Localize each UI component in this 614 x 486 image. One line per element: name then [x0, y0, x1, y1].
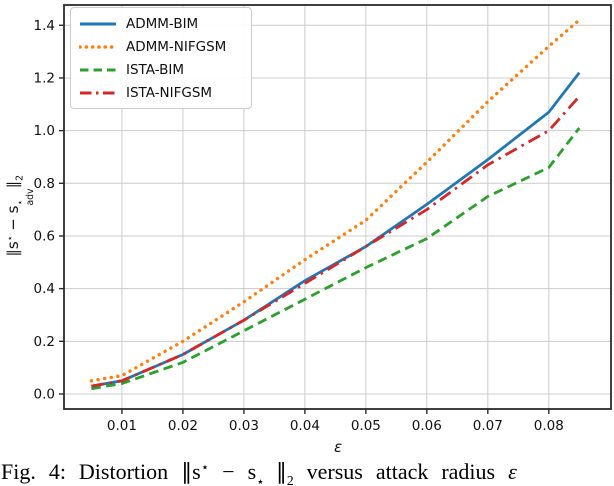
caption-star2: ⋆: [256, 473, 265, 486]
chart-legend: ADMM-BIM ADMM-NIFGSM ISTA-BIM ISTA-NIFGS…: [70, 7, 252, 109]
caption-fig-label: Fig. 4: Distortion: [1, 459, 182, 484]
y-tick-label: 1.4: [34, 18, 55, 34]
legend-label: ADMM-NIFGSM: [126, 39, 227, 55]
x-axis-label: ε: [0, 438, 614, 456]
caption-sub-2: 2: [286, 473, 294, 486]
legend-label: ADMM-BIM: [126, 16, 199, 32]
legend-line-sample-solid: [80, 22, 116, 26]
ylabel-supsub-stack: ⋆ adv: [15, 188, 37, 206]
legend-entry-admm-nifgsm: ADMM-NIFGSM: [79, 38, 241, 56]
caption-norm-close: ∥: [275, 459, 287, 484]
legend-entry-ista-nifgsm: ISTA-NIFGSM: [79, 84, 241, 102]
y-tick-label: 1.2: [34, 70, 55, 86]
caption-norm-open: ∥s: [181, 459, 201, 484]
ylabel-sub-2: 2: [14, 175, 26, 181]
caption-epsilon: ε: [508, 459, 517, 484]
caption-tail: versus attack radius: [293, 459, 509, 484]
x-tick-label: 0.02: [168, 418, 198, 434]
ylabel-minus-s: − s: [4, 205, 23, 236]
caption-star: ⋆: [200, 459, 210, 475]
ylabel-sub-adv: adv: [25, 188, 37, 206]
plot-spines: [63, 4, 612, 410]
ylabel-star: ⋆: [5, 235, 17, 242]
y-tick-label: 0.6: [34, 228, 55, 244]
x-tick-label: 0.04: [290, 418, 320, 434]
figure-caption: Fig. 4: Distortion ∥s⋆ − s⋆adv∥2 versus …: [1, 459, 614, 486]
x-tick-label: 0.07: [473, 418, 503, 434]
y-tick-label: 0.8: [34, 176, 55, 192]
x-tick-label: 0.03: [229, 418, 259, 434]
caption-supsub-stack: ⋆adv: [256, 473, 276, 486]
y-tick-label: 0.4: [34, 281, 55, 297]
y-tick-label: 1.0: [34, 123, 55, 139]
legend-label: ISTA-BIM: [126, 62, 184, 78]
legend-line-sample-dotted: [79, 45, 117, 49]
legend-entry-ista-bim: ISTA-BIM: [79, 61, 241, 79]
y-tick-label: 0.0: [34, 386, 55, 402]
x-tick-label: 0.06: [412, 418, 442, 434]
y-tick-label: 0.2: [34, 334, 55, 350]
epsilon-symbol: ε: [333, 438, 343, 456]
x-tick-label: 0.08: [534, 418, 564, 434]
x-tick-label: 0.01: [107, 418, 137, 434]
x-tick-label: 0.05: [351, 418, 381, 434]
ylabel-norm-open: ∥s: [4, 241, 23, 257]
caption-minus-s: − s: [209, 459, 257, 484]
y-axis-label: ∥s⋆ − s ⋆ adv ∥2: [4, 151, 36, 281]
series-line-ista-bim: [91, 127, 581, 391]
series-line-admm-bim: [91, 71, 581, 388]
legend-line-sample-dashed: [80, 68, 116, 72]
series-line-ista-nifgsm: [91, 95, 581, 388]
legend-label: ISTA-NIFGSM: [126, 85, 213, 101]
series-line-admm-nifgsm: [89, 18, 581, 383]
legend-line-sample-dashdot: [80, 91, 116, 95]
legend-entry-admm-bim: ADMM-BIM: [79, 15, 241, 33]
line-chart: 0.01 0.02 0.03 0.04 0.05 0.06 0.07 0.08 0.0 0.2 0.…: [34, 4, 612, 434]
ylabel-norm-close: ∥: [4, 180, 23, 189]
